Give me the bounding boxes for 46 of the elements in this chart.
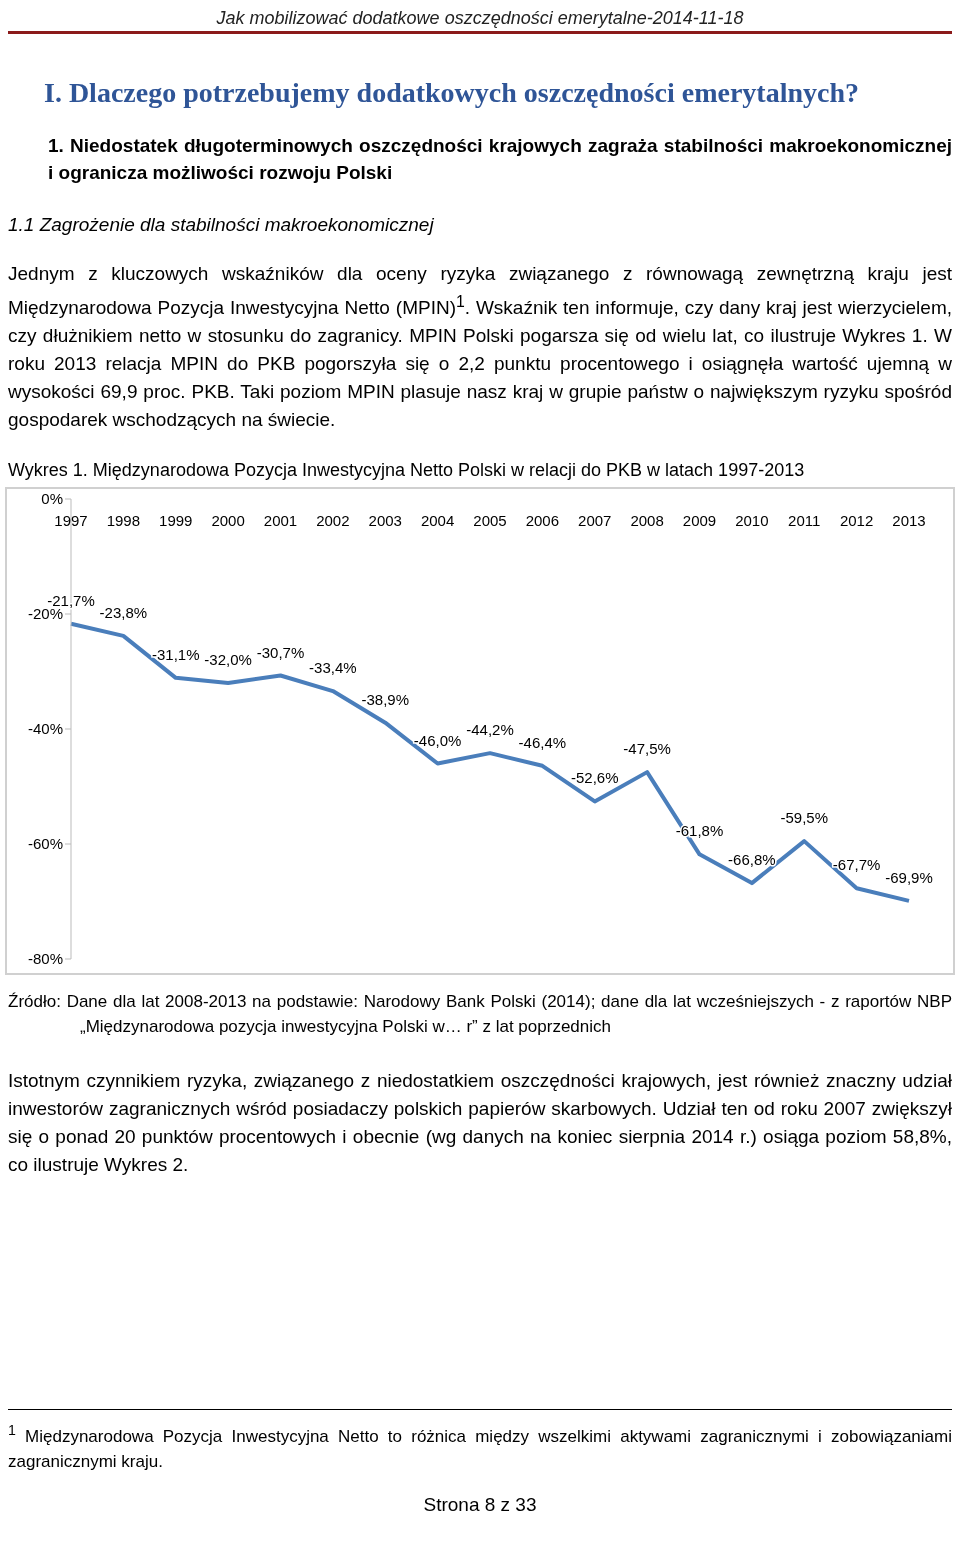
data-label: -23,8%: [99, 604, 148, 622]
x-tick-label: 2010: [735, 511, 769, 529]
text: Źródło: Dane dla lat 2008-2013 na podstawie: Narodowy Bank Polski (2014); dane dla lat wcześniejszych - z raportów NBP „Międzynarodowa pozycja inwestycyjna Polski w… r” z lat poprzednich: [8, 991, 952, 1039]
text: 1.1 Zagrożenie dla stabilności makroekonomicznej: [8, 214, 435, 236]
data-label: -33,4%: [309, 659, 357, 677]
x-tick-label: 2012: [839, 511, 874, 529]
text: Jednym z kluczowych wskaźników dla oceny ryzyka związanego z równowagą zewnętrzną kraju jest Międzynarodowa Pozycja Inwestycyjna Netto (MPIN)$^{1}$. Wskaźnik ten informuje, czy dany kraj jest wierzycielem, czy dłużnikiem netto w stosunku do zagranicy. MPIN Polski pogarsza się od wielu lat, co ilustruje Wykres 1. W roku 2013 relacja MPIN do PKB pogorszyła się o 2,2 punktu procentowego i osiągnęła wartość ujemną w wysokości 69,9 proc. PKB. Taki poziom MPIN plasuje nasz kraj w grupie państw o największym ryzyku spośród gospodarek wschodzących na świecie.: [8, 262, 952, 433]
chart-title: Wykres 1. Międzynarodowa Pozycja Inwestycyjna Netto Polski w relacji do PKB w latach 1997-2013: [8, 460, 806, 482]
text: Strona 8 z 33: [422, 1493, 538, 1516]
x-tick-label: 2008: [630, 511, 664, 529]
x-tick-label: 2005: [473, 511, 507, 529]
data-label: -46,0%: [413, 731, 462, 749]
y-tick-label: -40%: [27, 720, 63, 738]
x-tick-label: 2013: [892, 511, 926, 529]
data-label: -31,1%: [151, 646, 200, 664]
x-tick-label: 2009: [682, 511, 717, 529]
y-tick-label: -60%: [27, 835, 63, 853]
text: Jak mobilizować dodatkowe oszczędności emerytalne-2014-11-18: [8, 8, 952, 34]
data-label: -44,2%: [466, 721, 514, 739]
x-tick-label: 2006: [525, 511, 560, 529]
x-tick-label: 2011: [788, 511, 821, 529]
x-tick-label: 1997: [54, 511, 88, 529]
text: $^{1}$ Międzynarodowa Pozycja Inwestycyjna Netto to różnica między wszelkimi aktywami zagranicznymi i zobowiązaniami zagranicznymi kraju.: [8, 1409, 952, 1474]
text: I. Dlaczego potrzebujemy dodatkowych oszczędności emerytalnych?: [44, 76, 860, 110]
data-label: -32,0%: [204, 651, 252, 669]
x-tick-label: 2004: [420, 511, 455, 529]
data-label: -38,9%: [361, 691, 410, 708]
text: Istotnym czynnikiem ryzyka, związanego z niedostatkiem oszczędności krajowych, jest również znaczny udział inwestorów zagranicznych wśród posiadaczy polskich papierów skarbowych. Udział ten od roku 2007 zwiększył się o ponad 20 punktów procentowych i obecnie (wg danych na koniec sierpnia 2014 r.) osiąga poziom 58,8%, co ilustruje Wykres 2.: [8, 1069, 952, 1178]
data-label: -67,7%: [832, 856, 881, 874]
data-label: -59,5%: [780, 809, 829, 827]
x-tick-label: 2001: [263, 511, 298, 529]
x-tick-label: 1998: [106, 511, 141, 529]
data-label: -52,6%: [570, 769, 619, 787]
data-label: -47,5%: [623, 740, 671, 758]
x-tick-label: 2000: [211, 511, 245, 529]
y-tick-label: 0%: [41, 490, 63, 508]
data-label: -46,4%: [518, 734, 567, 752]
x-tick-label: 2007: [578, 511, 612, 529]
data-label: -66,8%: [728, 851, 776, 869]
data-label: -69,9%: [885, 869, 933, 887]
y-tick-label: -80%: [27, 950, 63, 968]
data-label: -30,7%: [256, 643, 305, 661]
x-tick-label: 2003: [368, 511, 402, 529]
text: 1. Niedostatek długoterminowych oszczędności krajowych zagraża stabilności makroekonomicznej i ogranicza możliwości rozwoju Polski: [48, 134, 952, 185]
x-tick-label: 2002: [316, 511, 350, 529]
x-tick-label: 1999: [159, 511, 193, 529]
